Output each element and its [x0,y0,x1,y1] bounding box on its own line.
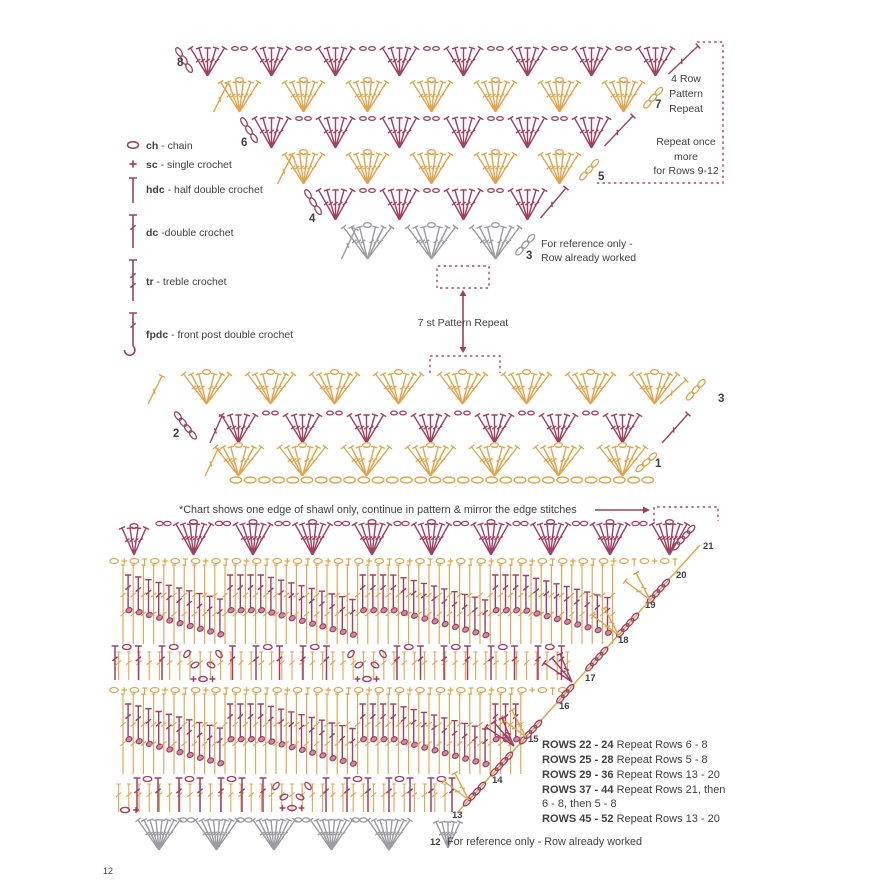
svg-text:Row already worked: Row already worked [541,252,636,264]
svg-text:21: 21 [703,541,714,552]
svg-text:Repeat: Repeat [669,103,703,115]
svg-text:5: 5 [598,171,605,183]
svg-text:3: 3 [526,250,532,262]
svg-text:19: 19 [645,600,656,611]
svg-text:ch - chain: ch - chain [146,140,193,152]
svg-text:18: 18 [618,635,629,646]
svg-text:2: 2 [173,428,179,440]
svg-text:17: 17 [585,673,596,684]
svg-text:Repeat once: Repeat once [656,136,716,148]
svg-text:ROWS 37 - 44 Repeat Rows 21, t: ROWS 37 - 44 Repeat Rows 21, then [542,784,725,796]
svg-text:12: 12 [430,837,441,848]
svg-text:4 Row: 4 Row [671,73,701,85]
svg-text:For reference only - Row alrea: For reference only - Row already worked [447,836,642,848]
svg-text:tr - treble crochet: tr - treble crochet [146,276,227,288]
svg-text:14: 14 [492,775,503,786]
svg-text:Pattern: Pattern [669,88,703,100]
svg-text:more: more [674,151,698,163]
svg-text:ROWS 29 - 36 Repeat Rows 13 -: ROWS 29 - 36 Repeat Rows 13 - 20 [542,769,720,781]
svg-text:6: 6 [241,137,247,149]
svg-text:*Chart shows one edge of shawl: *Chart shows one edge of shawl only, con… [179,504,577,516]
svg-text:sc - single crochet: sc - single crochet [146,159,232,171]
svg-text:15: 15 [528,734,539,745]
svg-text:20: 20 [676,570,687,581]
svg-text:ROWS 22 - 24 Repeat Rows 6 - 8: ROWS 22 - 24 Repeat Rows 6 - 8 [542,739,708,751]
svg-text:7: 7 [655,99,661,111]
svg-text:4: 4 [309,213,316,225]
svg-text:3: 3 [718,393,724,405]
svg-text:hdc - half double crochet: hdc - half double crochet [146,184,263,196]
svg-text:for Rows 9-12: for Rows 9-12 [653,165,719,177]
svg-text:1: 1 [655,458,662,470]
svg-text:16: 16 [559,701,570,712]
svg-text:For reference only -: For reference only - [541,238,633,250]
svg-text:ROWS 25 - 28 Repeat Rows 5 - 8: ROWS 25 - 28 Repeat Rows 5 - 8 [542,754,708,766]
svg-text:dc -double crochet: dc -double crochet [146,227,234,239]
svg-text:7 st Pattern Repeat: 7 st Pattern Repeat [418,317,509,329]
svg-text:6 - 8, then 5 - 8: 6 - 8, then 5 - 8 [542,798,617,810]
svg-text:8: 8 [177,57,184,69]
svg-text:fpdc - front post double croch: fpdc - front post double crochet [146,329,293,341]
svg-text:12: 12 [103,866,113,876]
svg-text:13: 13 [452,810,463,821]
svg-text:ROWS 45 - 52 Repeat Rows 13 -: ROWS 45 - 52 Repeat Rows 13 - 20 [542,813,720,825]
